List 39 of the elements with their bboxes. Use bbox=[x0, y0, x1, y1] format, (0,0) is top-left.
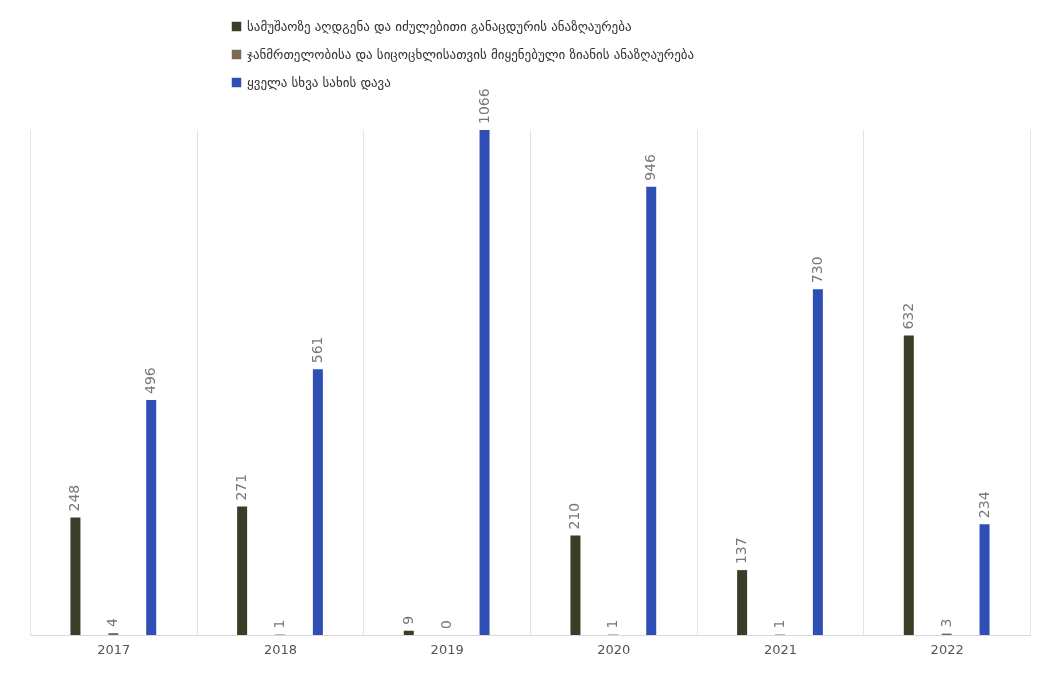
x-tick-label: 2018 bbox=[263, 641, 298, 657]
bar bbox=[646, 186, 657, 635]
legend-label: სამუშაოზე აღდგენა და იძულებითი განაცდურის ანაზღაურება bbox=[247, 18, 632, 34]
bar bbox=[312, 369, 323, 635]
bar bbox=[479, 130, 490, 635]
bar bbox=[903, 335, 914, 635]
data-label: 1 bbox=[271, 619, 287, 629]
legend-label: ჯანმრთელობისა და სიცოცხლისათვის მიყენებული ზიანის ანაზღაურება bbox=[247, 46, 695, 62]
data-label: 1 bbox=[771, 619, 787, 629]
data-label: 4 bbox=[104, 618, 121, 628]
x-tick-label: 2021 bbox=[763, 641, 798, 657]
data-label: 234 bbox=[975, 491, 992, 519]
x-tick-label: 2022 bbox=[930, 641, 964, 657]
data-label: 271 bbox=[233, 473, 250, 501]
legend-label: ყველა სხვა სახის დავა bbox=[247, 74, 391, 90]
data-label: 137 bbox=[733, 537, 750, 565]
data-label: 248 bbox=[66, 484, 83, 512]
bar bbox=[979, 524, 990, 635]
x-tick-label: 2017 bbox=[97, 641, 131, 657]
bar bbox=[237, 506, 248, 635]
data-label: 210 bbox=[566, 502, 583, 530]
bar bbox=[737, 570, 748, 635]
data-label: 1 bbox=[604, 619, 621, 629]
bar bbox=[146, 400, 157, 635]
data-label: 3 bbox=[937, 618, 954, 628]
bar bbox=[812, 289, 823, 635]
data-label: 561 bbox=[308, 336, 325, 364]
data-label: 0 bbox=[437, 620, 454, 629]
bar bbox=[570, 535, 581, 635]
data-label: 632 bbox=[899, 302, 916, 330]
bar bbox=[70, 517, 81, 635]
data-label: 9 bbox=[399, 615, 416, 625]
data-label: 496 bbox=[142, 367, 159, 395]
data-label: 730 bbox=[808, 256, 825, 284]
x-tick-label: 2019 bbox=[430, 641, 464, 657]
data-label: 1066 bbox=[475, 88, 492, 124]
bar bbox=[403, 630, 414, 635]
x-tick-label: 2020 bbox=[597, 641, 631, 657]
data-label: 946 bbox=[642, 154, 659, 181]
